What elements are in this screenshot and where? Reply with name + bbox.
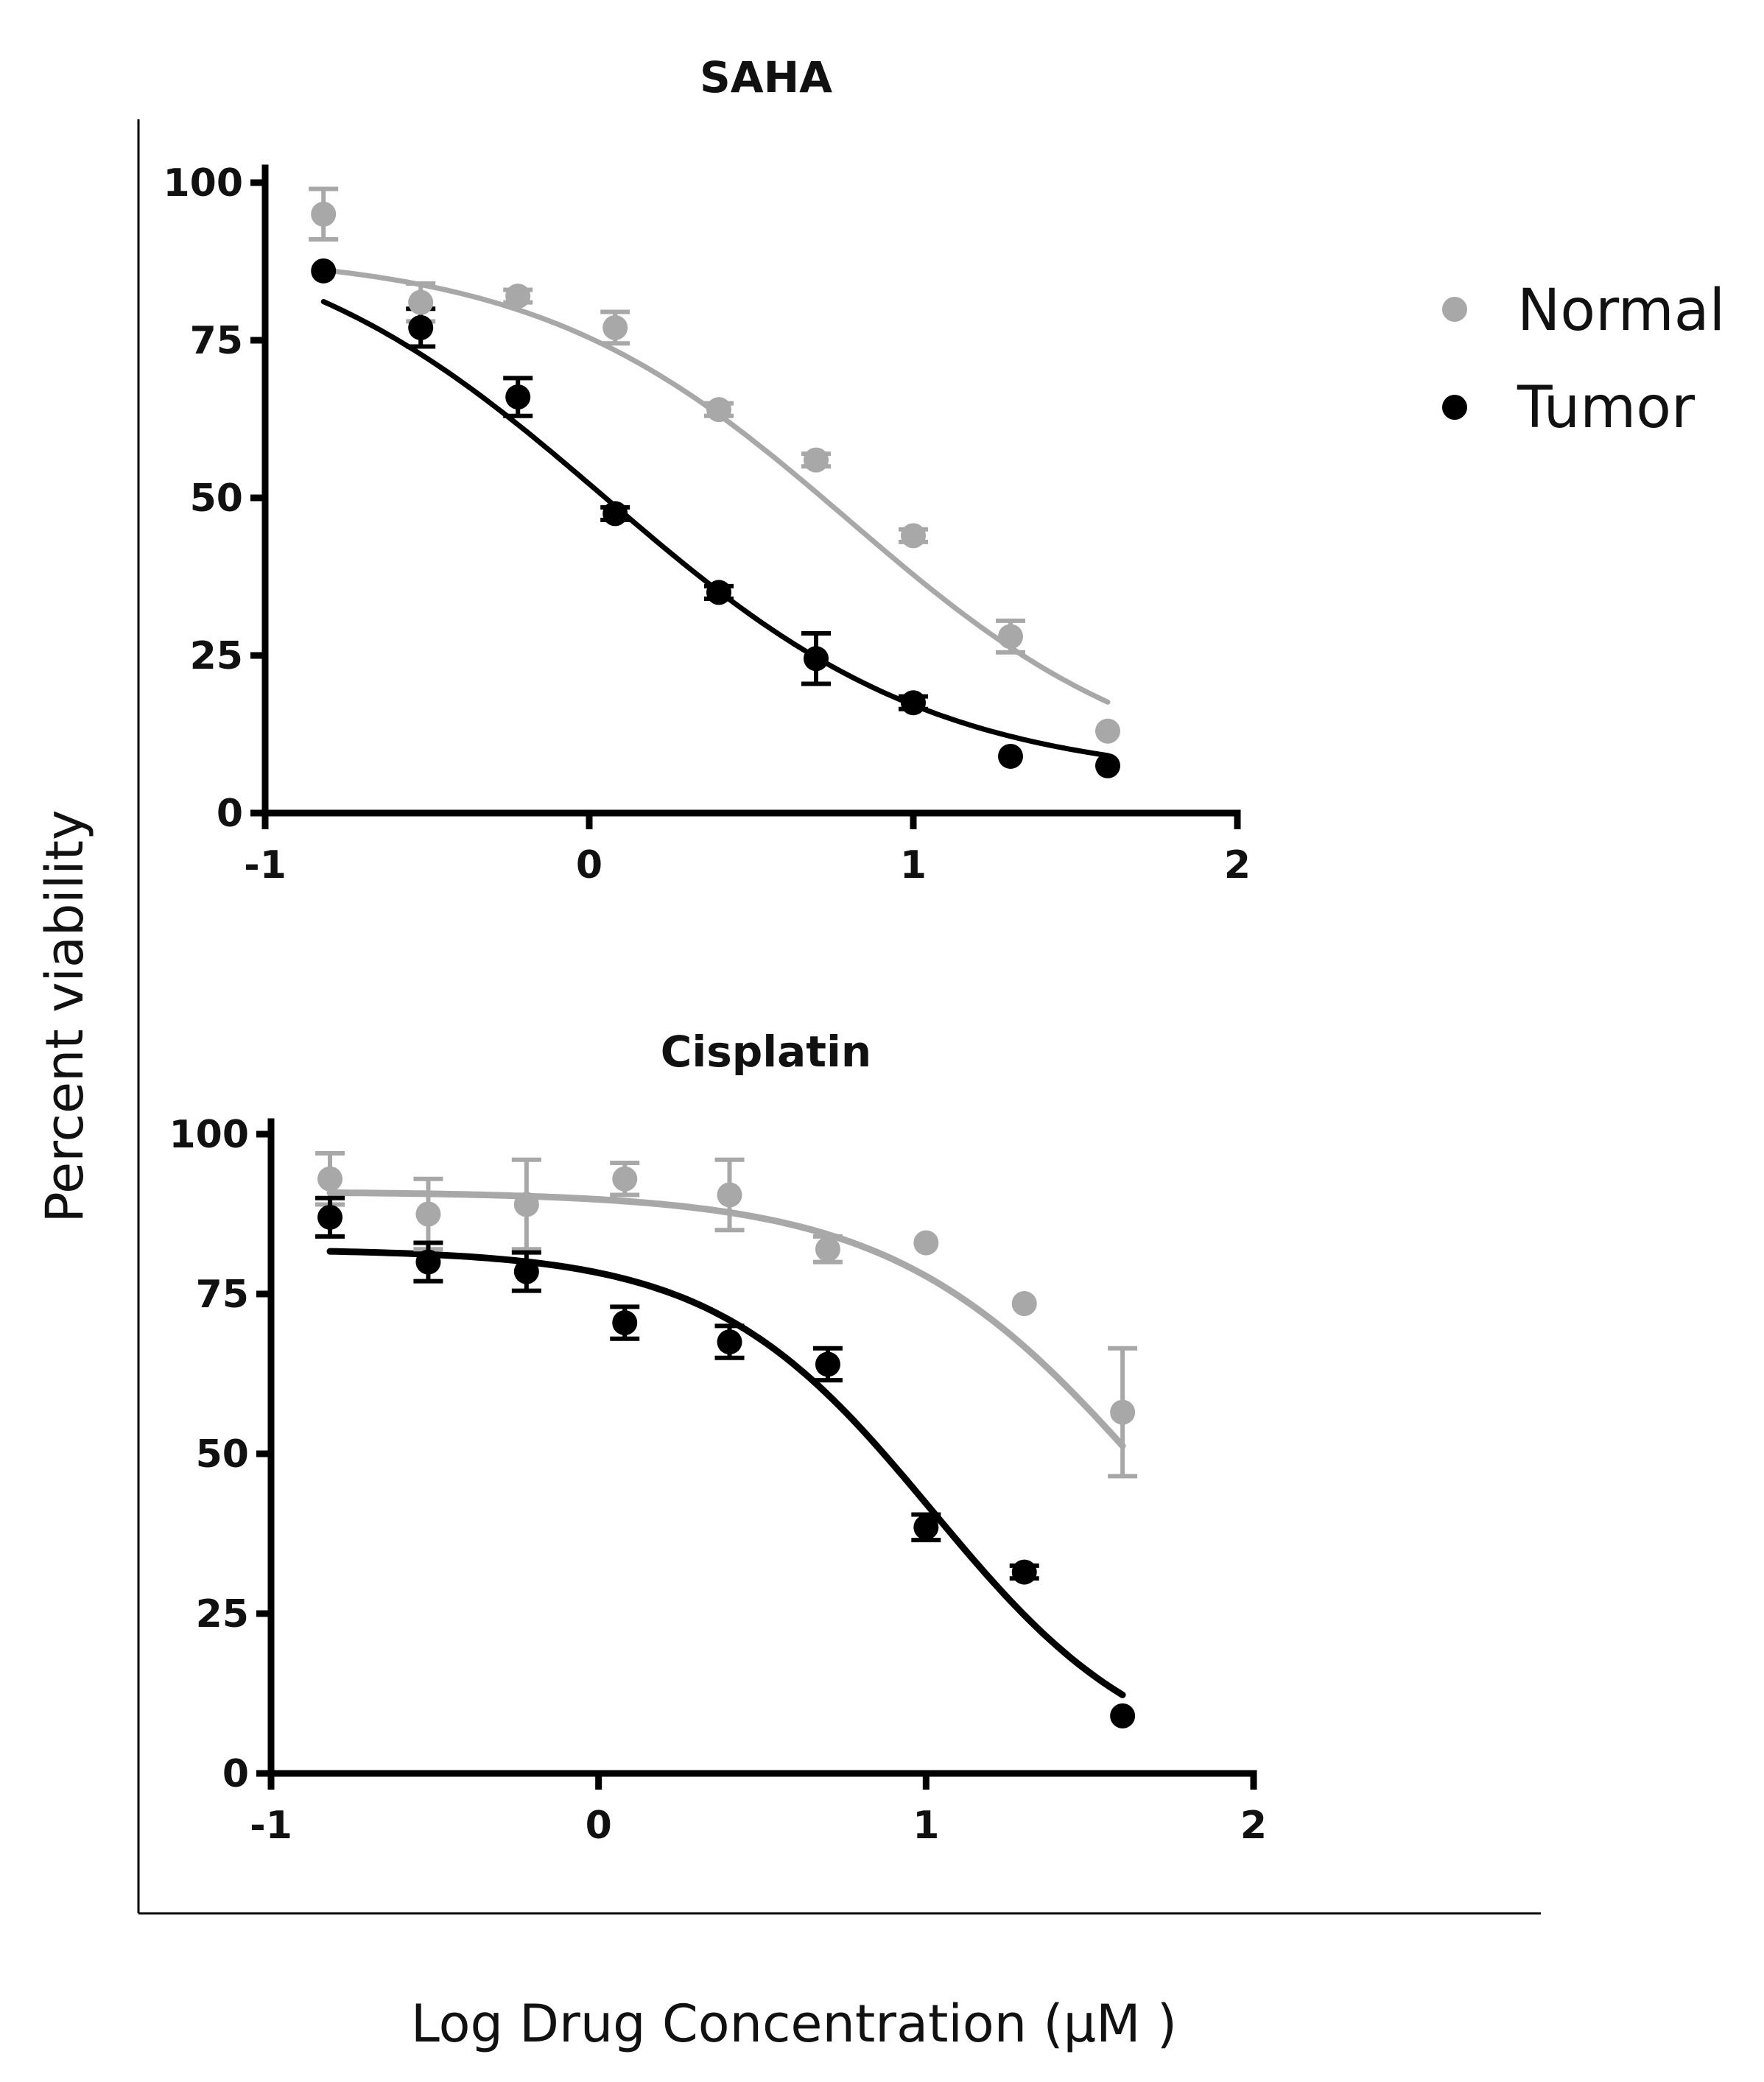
data-point-tumor-saha	[706, 580, 731, 605]
data-point-normal-saha	[901, 523, 926, 549]
x-axis-label: Log Drug Concentration (μM )	[411, 1994, 1177, 2054]
chart-title-saha: SAHA	[700, 52, 832, 102]
data-point-tumor-cisplatin	[1110, 1703, 1136, 1728]
chart-title-cisplatin: Cisplatin	[661, 1027, 871, 1077]
data-point-normal-cisplatin	[1110, 1399, 1136, 1425]
data-point-tumor-cisplatin	[815, 1351, 840, 1377]
data-point-normal-cisplatin	[717, 1182, 742, 1208]
x-tick-label-cisplatin: 1	[913, 1804, 939, 1848]
fit-curve-normal-cisplatin	[326, 1189, 1126, 1449]
data-point-normal-saha	[1095, 718, 1120, 744]
data-point-normal-saha	[706, 397, 731, 423]
x-tick-label-saha: 0	[576, 843, 602, 887]
x-tick-label-cisplatin: 2	[1240, 1804, 1267, 1848]
data-point-normal-saha	[998, 624, 1023, 650]
data-point-tumor-cisplatin	[717, 1329, 742, 1355]
data-point-normal-saha	[505, 284, 531, 309]
data-point-normal-cisplatin	[612, 1166, 638, 1192]
y-tick-label-saha: 50	[190, 476, 243, 521]
data-point-tumor-saha	[408, 314, 434, 340]
x-tick-label-saha: 1	[900, 843, 927, 887]
data-point-tumor-saha	[1095, 753, 1120, 778]
y-tick-label-cisplatin: 75	[196, 1273, 249, 1317]
data-point-tumor-saha	[602, 501, 628, 527]
data-point-normal-cisplatin	[913, 1230, 939, 1256]
data-point-tumor-cisplatin	[415, 1249, 441, 1275]
legend-label-normal: Normal	[1517, 278, 1725, 344]
data-point-tumor-cisplatin	[1011, 1559, 1037, 1585]
legend-marker-tumor	[1442, 395, 1467, 420]
data-point-normal-cisplatin	[415, 1201, 441, 1227]
data-point-normal-saha	[804, 447, 829, 473]
x-tick-label-cisplatin: -1	[250, 1804, 292, 1848]
data-point-tumor-cisplatin	[317, 1204, 343, 1230]
data-point-tumor-saha	[901, 690, 926, 716]
y-tick-label-saha: 0	[217, 792, 243, 836]
y-tick-label-cisplatin: 100	[169, 1113, 249, 1157]
legend: Normal Tumor	[1442, 278, 1725, 441]
data-point-tumor-cisplatin	[612, 1310, 638, 1336]
y-tick-label-saha: 25	[190, 634, 243, 678]
data-point-tumor-cisplatin	[513, 1259, 539, 1284]
data-point-normal-saha	[408, 289, 434, 315]
fit-curve-tumor-cisplatin	[326, 1248, 1126, 1698]
data-point-normal-cisplatin	[513, 1192, 539, 1217]
y-axis-label: Percent viability	[35, 809, 95, 1223]
y-tick-label-cisplatin: 50	[196, 1432, 249, 1477]
data-point-tumor-saha	[804, 646, 829, 672]
data-point-normal-cisplatin	[1011, 1291, 1037, 1317]
data-point-normal-saha	[311, 201, 337, 227]
data-point-tumor-saha	[998, 743, 1023, 769]
y-tick-label-cisplatin: 25	[196, 1592, 249, 1636]
data-point-tumor-saha	[311, 258, 337, 284]
legend-marker-normal	[1442, 297, 1467, 322]
y-tick-label-saha: 100	[163, 161, 243, 205]
data-point-tumor-cisplatin	[913, 1514, 939, 1540]
x-tick-label-saha: -1	[244, 843, 287, 887]
data-point-normal-cisplatin	[815, 1237, 840, 1262]
y-tick-label-saha: 75	[190, 319, 243, 363]
data-point-normal-saha	[602, 314, 628, 340]
x-tick-label-saha: 2	[1224, 843, 1251, 887]
x-tick-label-cisplatin: 0	[586, 1804, 612, 1848]
data-point-normal-cisplatin	[317, 1166, 343, 1192]
legend-label-tumor: Tumor	[1517, 375, 1696, 441]
data-point-tumor-saha	[505, 384, 531, 410]
y-tick-label-cisplatin: 0	[222, 1752, 249, 1796]
